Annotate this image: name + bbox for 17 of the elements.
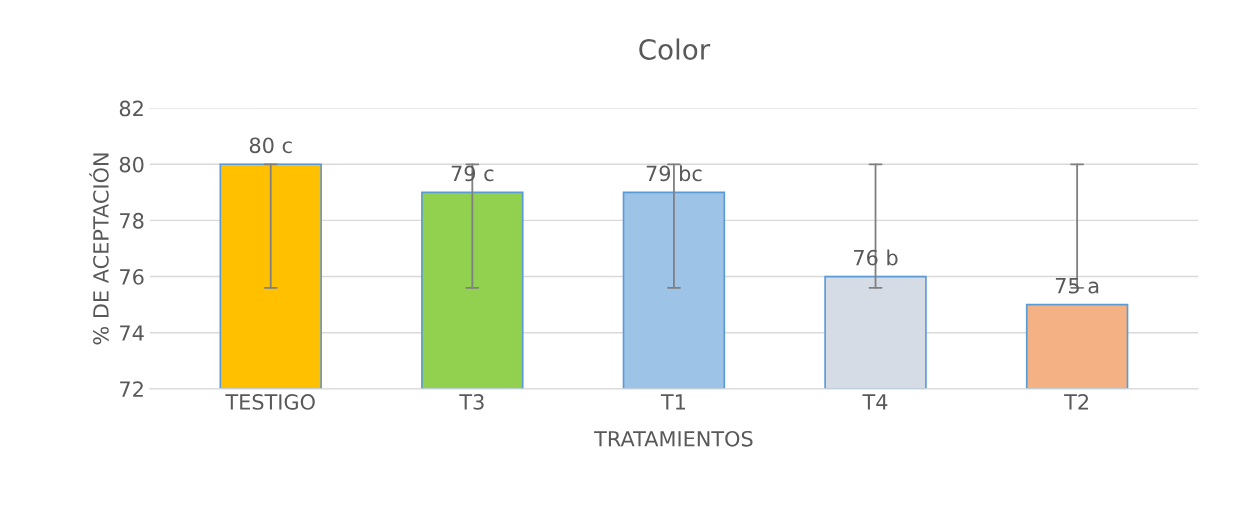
data-label: 79 bc — [646, 165, 702, 182]
chart-title: Color — [639, 38, 711, 60]
x-tick-label: T2 — [1064, 394, 1089, 410]
y-tick-label: 74 — [120, 325, 144, 341]
y-tick-label: 80 — [119, 156, 144, 173]
x-axis-title: TRATAMIENTOS — [594, 430, 753, 447]
y-tick-label: 82 — [119, 100, 143, 117]
y-axis-title: % DE ACEPTACIÓN — [89, 153, 109, 345]
x-tick-label: T4 — [862, 394, 888, 410]
y-tick-label: 78 — [120, 212, 144, 229]
y-tick-label: 76 — [120, 269, 144, 285]
x-tick-label: T1 — [660, 394, 685, 410]
data-label: 80 c — [249, 137, 292, 154]
y-tick-label: 72 — [120, 381, 143, 397]
x-tick-label: T3 — [459, 394, 484, 410]
data-label: 75 a — [1055, 278, 1099, 294]
x-tick-label: TESTIGO — [225, 394, 315, 410]
